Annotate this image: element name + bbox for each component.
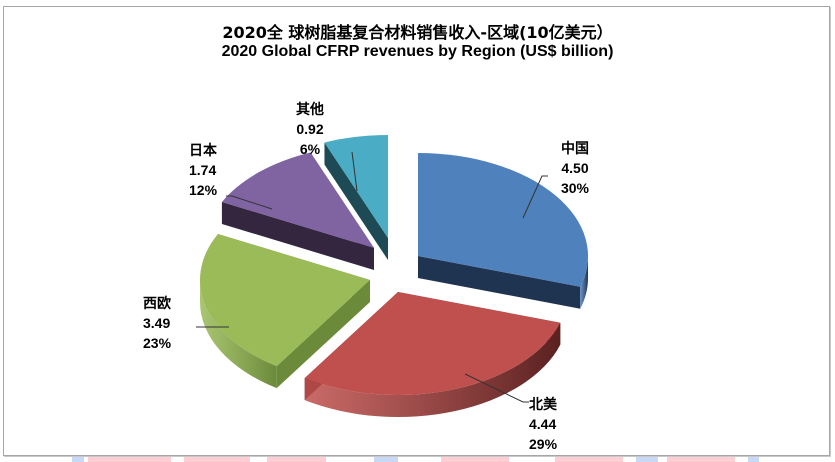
footer-decorative-stripes [0, 455, 835, 462]
decorative-stripe [748, 455, 759, 462]
pie-slice-north-america [304, 292, 561, 417]
slice-cut-face [221, 201, 374, 270]
pie-slice-japan [221, 152, 374, 270]
decorative-stripe [72, 455, 84, 462]
decorative-stripe [184, 455, 250, 462]
slice-top-face [221, 152, 374, 248]
leader-line-other [351, 151, 358, 192]
label-value: 0.92 [296, 121, 324, 137]
decorative-stripe [555, 455, 623, 462]
slice-top-face [200, 233, 370, 367]
label-percent: 23% [143, 335, 172, 351]
decorative-stripe [374, 455, 398, 462]
slice-outer-wall [304, 322, 561, 417]
slice-outer-wall [200, 280, 277, 389]
data-label-north-america: 北美 4.44 29% [529, 394, 557, 454]
label-category: 北美 [529, 396, 557, 412]
data-label-other: 其他 0.92 6% [285, 99, 335, 159]
chart-title-english: 2020 Global CFRP revenues by Region (US$… [221, 43, 614, 60]
label-value: 1.74 [189, 162, 217, 178]
label-category: 其他 [296, 101, 324, 117]
slice-outer-wall [580, 256, 588, 309]
label-value: 4.50 [561, 160, 589, 176]
slice-top-face [304, 292, 561, 395]
decorative-stripe [267, 455, 326, 462]
label-value: 3.49 [143, 315, 171, 331]
data-label-japan: 日本 1.74 12% [189, 140, 217, 200]
decorative-stripe [441, 455, 509, 462]
slice-cut-face [276, 280, 370, 389]
pie-slice-western-europe [200, 233, 370, 389]
leader-line-china [522, 175, 548, 219]
label-percent: 30% [560, 180, 590, 196]
data-label-china: 中国 4.50 30% [540, 138, 610, 198]
slice-top-face [418, 153, 588, 287]
slice-cut-face [324, 142, 388, 260]
label-category: 中国 [561, 140, 589, 156]
pie-slice-china [418, 153, 588, 309]
label-category: 西欧 [143, 295, 171, 311]
label-category: 日本 [189, 142, 217, 158]
decorative-stripe [636, 455, 658, 462]
label-percent: 29% [529, 436, 558, 452]
leader-line-north-america [464, 373, 529, 403]
data-label-western-europe: 西欧 3.49 23% [143, 293, 171, 353]
slice-cut-face [418, 256, 581, 309]
label-value: 4.44 [529, 416, 557, 432]
chart-title-chinese: 2020全 球树脂基复合材料销售收入-区域(10亿美元） [222, 23, 613, 42]
decorative-stripe [88, 455, 171, 462]
label-percent: 6% [299, 141, 321, 157]
decorative-stripe [667, 455, 735, 462]
leader-line-japan [226, 195, 273, 210]
label-percent: 12% [189, 182, 218, 198]
